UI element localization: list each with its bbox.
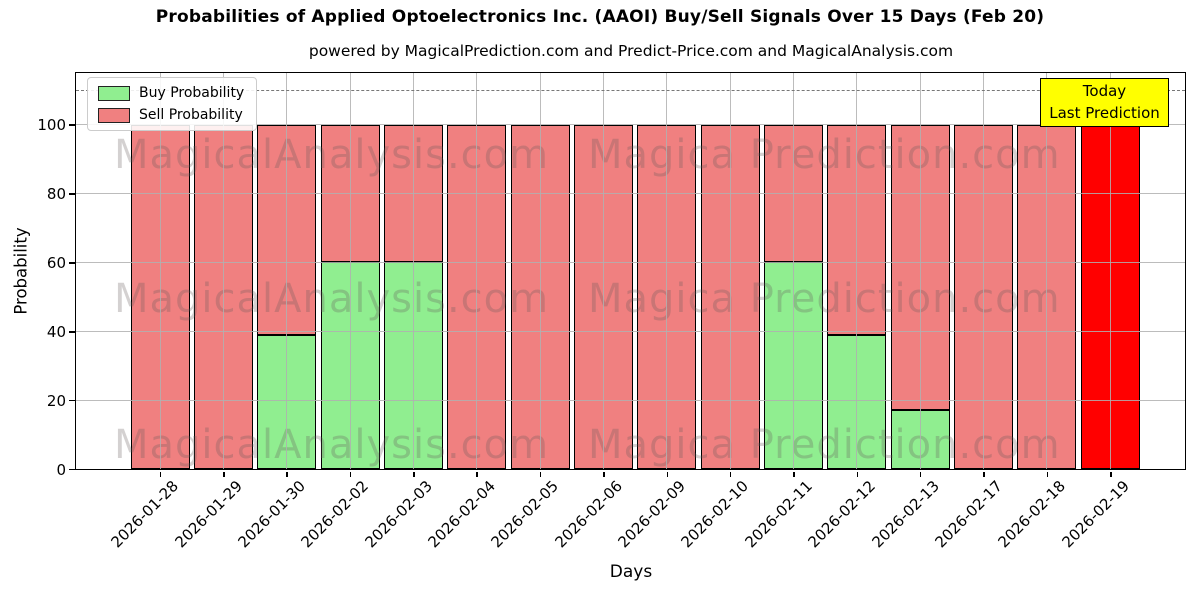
gridline-vertical [1046,73,1048,469]
annotation-line-2: Last Prediction [1049,103,1160,122]
y-tick-mark [69,262,75,264]
x-tick-mark [729,472,732,477]
y-tick-mark [69,468,75,471]
x-tick-mark [666,472,669,477]
chart-subtitle: powered by MagicalPrediction.com and Pre… [308,42,954,60]
legend-label-sell: Sell Probability [139,107,243,123]
y-tick-label: 60 [46,253,66,272]
gridline-vertical [159,73,161,469]
x-tick-label: 2026-01-29 [171,477,246,552]
x-tick-label: 2026-02-02 [297,477,373,552]
x-tick-label: 2026-02-04 [424,477,499,552]
x-tick-mark [793,472,795,477]
y-tick-label: 20 [46,391,66,410]
x-tick-mark [159,472,162,477]
gridline-vertical [476,73,478,469]
x-tick-label: 2026-02-03 [361,477,436,552]
legend: Buy Probability Sell Probability [87,77,258,131]
x-tick-mark [983,472,985,477]
plot-area: MagicalAnalysis.com Magica Prediction.com… [75,72,1186,470]
gridline-vertical [1109,73,1111,469]
gridline-vertical [539,73,541,469]
y-tick-mark [69,124,75,126]
x-tick-label: 2026-02-09 [614,477,690,552]
gridline-vertical [983,73,985,469]
legend-swatch-buy-icon [98,85,130,101]
watermark-text: MagicalAnalysis.com [114,276,550,322]
gridline-horizontal [76,330,1185,332]
gridline-vertical [666,73,668,469]
x-tick-mark [413,472,415,477]
legend-swatch-sell-icon [98,107,130,123]
gridline-vertical [349,73,351,469]
annotation-line-1: Today [1082,82,1127,100]
gridline-vertical [793,73,794,469]
y-tick-label: 0 [56,460,66,479]
grid-layer [76,73,1185,469]
threshold-dashed-line [76,90,1185,92]
gridline-horizontal [76,193,1185,195]
x-tick-label: 2026-02-10 [678,477,753,552]
x-tick-label: 2026-01-28 [107,477,183,552]
x-tick-mark [223,472,225,477]
x-tick-label: 2026-02-18 [994,477,1070,552]
legend-label-buy: Buy Probability [139,85,245,101]
y-tick-mark [69,330,75,333]
x-tick-mark [476,472,479,477]
watermark-text: MagicalAnalysis.com [114,132,550,178]
chart-title: Probabilities of Applied Optoelectronics… [155,7,1045,27]
gridline-horizontal [76,399,1185,401]
x-tick-label: 2026-02-17 [931,477,1006,552]
gridline-vertical [412,73,414,469]
y-tick-mark [69,193,75,195]
x-tick-mark [1109,472,1112,477]
x-tick-mark [856,472,859,477]
gridline-vertical [222,73,224,469]
today-annotation: Today Last Prediction [1040,78,1169,127]
x-tick-mark [919,472,922,477]
gridline-horizontal [76,261,1185,263]
x-tick-label: 2026-02-13 [868,477,943,552]
x-axis-label: Days [609,562,653,582]
x-tick-label: 2026-01-30 [234,477,309,552]
x-tick-label: 2026-02-12 [804,477,880,552]
gridline-vertical [729,73,731,469]
gridline-vertical [919,73,921,469]
x-tick-label: 2026-02-06 [551,477,626,552]
legend-item-sell: Sell Probability [98,107,244,123]
x-tick-mark [1046,472,1049,477]
y-tick-label: 40 [46,322,66,341]
gridline-vertical [602,73,604,469]
x-tick-mark [286,472,288,477]
y-tick-mark [69,399,75,402]
gridline-vertical [286,73,288,469]
y-tick-label: 80 [46,185,66,204]
legend-item-buy: Buy Probability [98,85,244,101]
x-tick-mark [539,472,542,477]
y-tick-label: 100 [37,116,66,135]
x-tick-label: 2026-02-05 [487,477,563,552]
x-tick-mark [603,472,605,477]
x-tick-label: 2026-02-19 [1058,477,1133,552]
gridline-horizontal [76,124,1185,126]
x-tick-mark [349,472,352,477]
x-tick-label: 2026-02-11 [741,477,816,552]
watermark-text: MagicalAnalysis.com [114,422,550,468]
gridline-vertical [856,73,858,469]
